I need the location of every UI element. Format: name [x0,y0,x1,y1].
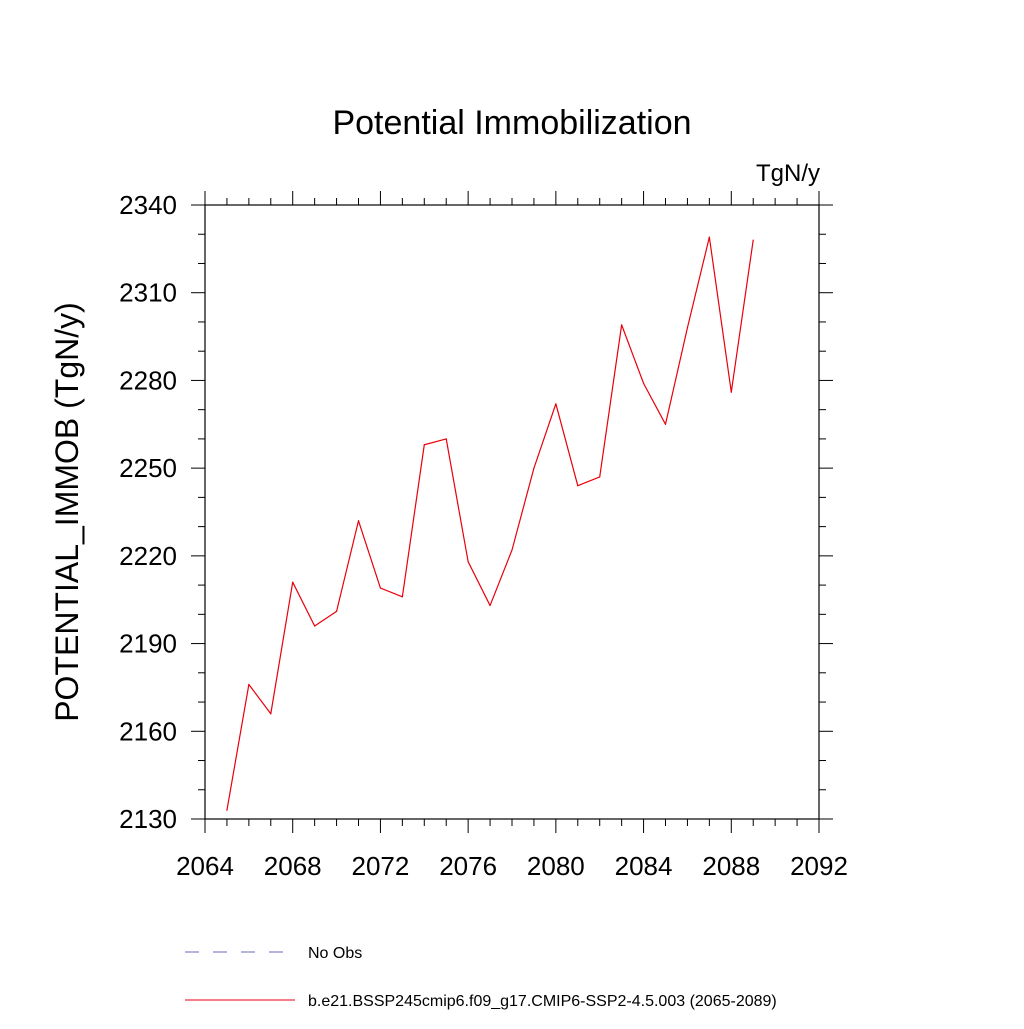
x-tick-label: 2068 [264,851,322,881]
x-tick-label: 2092 [790,851,848,881]
data-point [292,581,294,583]
data-point [533,467,535,469]
x-tick-label: 2084 [615,851,673,881]
chart-title: Potential Immobilization [332,104,691,142]
units-label: TgN/y [756,160,820,187]
data-point [379,587,382,589]
plot-frame [204,204,820,820]
y-tick-label: 2160 [119,716,177,746]
data-point [511,549,513,551]
data-point [577,485,579,487]
y-tick-label: 2340 [119,190,177,220]
data-point [314,625,316,627]
tick-labels: 2130 2160 2190 2220 2250 2280 2310 2340 2064 2068… [119,190,848,881]
data-point [335,610,338,613]
data-point [686,327,689,329]
y-tick-label: 2130 [119,804,177,834]
axis-ticks [191,191,833,833]
data-point [489,604,491,607]
series-layer [226,236,754,811]
data-point [664,423,667,425]
data-point [401,596,403,598]
data-point [467,561,469,563]
data-point [599,476,601,478]
x-tick-label: 2076 [439,851,497,881]
data-point [248,683,250,686]
data-point [621,324,623,326]
y-axis-label: POTENTIAL_IMMOB (TgN/y) [49,302,85,722]
data-point [730,391,732,393]
x-tick-label: 2080 [527,851,585,881]
data-point [752,239,754,241]
x-tick-label: 2072 [352,851,410,881]
data-point [555,403,557,405]
y-tick-label: 2190 [119,629,177,659]
data-point [270,713,272,715]
x-tick-label: 2088 [702,851,760,881]
data-point [642,382,645,384]
data-point [226,809,228,811]
data-point [708,236,710,238]
y-tick-label: 2220 [119,541,177,571]
data-point [445,438,447,440]
y-tick-label: 2310 [119,278,177,308]
series-line [226,236,754,811]
legend-label-model-run: b.e21.BSSP245cmip6.f09_g17.CMIP6-SSP2-4.… [308,993,777,1010]
data-point [423,444,425,446]
data-point [357,520,360,522]
x-tick-label: 2064 [176,851,234,881]
legend-label-no-obs: No Obs [308,945,362,962]
y-tick-label: 2250 [119,453,177,483]
y-tick-label: 2280 [119,365,177,395]
legend: No Obs b.e21.BSSP245cmip6.f09_g17.CMIP6-… [185,945,777,1010]
